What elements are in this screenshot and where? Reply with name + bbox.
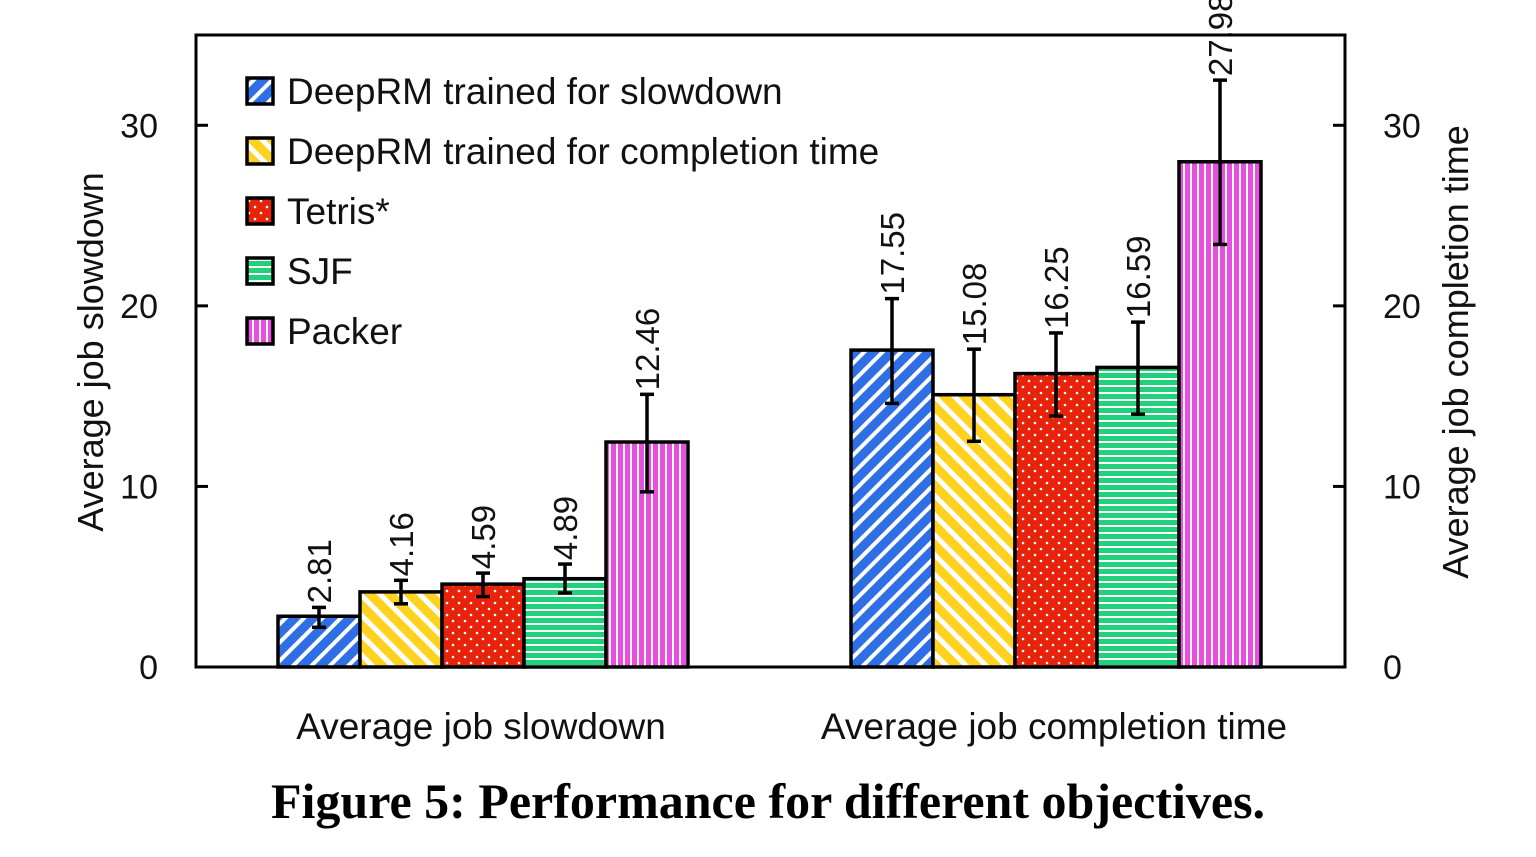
legend-swatch xyxy=(245,256,275,286)
data-label: 2.81 xyxy=(301,539,338,603)
legend-label: DeepRM trained for slowdown xyxy=(287,71,783,112)
axes-layer: 0 0 10 10 20 20 30 30 xyxy=(120,107,1421,687)
data-label: 12.46 xyxy=(629,308,666,391)
data-labels-layer: 2.81 17.55 4.16 15.08 4.59 16.25 4.89 16.59 12.4… xyxy=(301,0,1239,603)
data-label: 4.16 xyxy=(383,512,420,576)
y-axis-title-right: Average job completion time xyxy=(1435,125,1476,579)
legend-swatch xyxy=(245,196,275,226)
legend: DeepRM trained for slowdown DeepRM traine… xyxy=(245,71,879,352)
legend-swatch xyxy=(245,316,275,346)
plot-frame xyxy=(194,33,1347,669)
data-label: 4.59 xyxy=(465,505,502,569)
y-tick-label-left: 0 xyxy=(139,649,158,687)
y-tick-label-left: 20 xyxy=(120,288,158,326)
legend-label: Packer xyxy=(287,311,402,352)
bar-chart: 0 0 10 10 20 20 30 30 2.81 17.55 4.16 15.08 4.59 16.… xyxy=(70,0,1476,747)
data-label: 16.59 xyxy=(1120,236,1157,319)
data-label: 15.08 xyxy=(956,263,993,346)
legend-label: SJF xyxy=(287,251,353,292)
data-label: 16.25 xyxy=(1038,246,1075,329)
y-tick-label-right: 20 xyxy=(1383,288,1421,326)
legend-label: DeepRM trained for completion time xyxy=(287,131,879,172)
legend-label: Tetris* xyxy=(287,191,390,232)
data-label: 17.55 xyxy=(874,212,911,295)
legend-swatch xyxy=(245,76,275,106)
category-label-slowdown: Average job slowdown xyxy=(296,706,666,747)
y-tick-label-right: 0 xyxy=(1383,649,1402,687)
y-axis-title-left: Average job slowdown xyxy=(70,172,111,532)
data-label: 4.89 xyxy=(547,496,584,560)
data-label: 27.98 xyxy=(1202,0,1239,76)
y-tick-label-right: 30 xyxy=(1383,107,1421,145)
y-tick-label-right: 10 xyxy=(1383,468,1421,506)
bar-horiz-1 xyxy=(1095,365,1181,669)
category-label-completion-time: Average job completion time xyxy=(821,706,1287,747)
y-tick-label-left: 10 xyxy=(120,468,158,506)
figure-caption: Figure 5: Performance for different obje… xyxy=(270,773,1266,829)
legend-swatch xyxy=(245,136,275,166)
y-tick-label-left: 30 xyxy=(120,107,158,145)
